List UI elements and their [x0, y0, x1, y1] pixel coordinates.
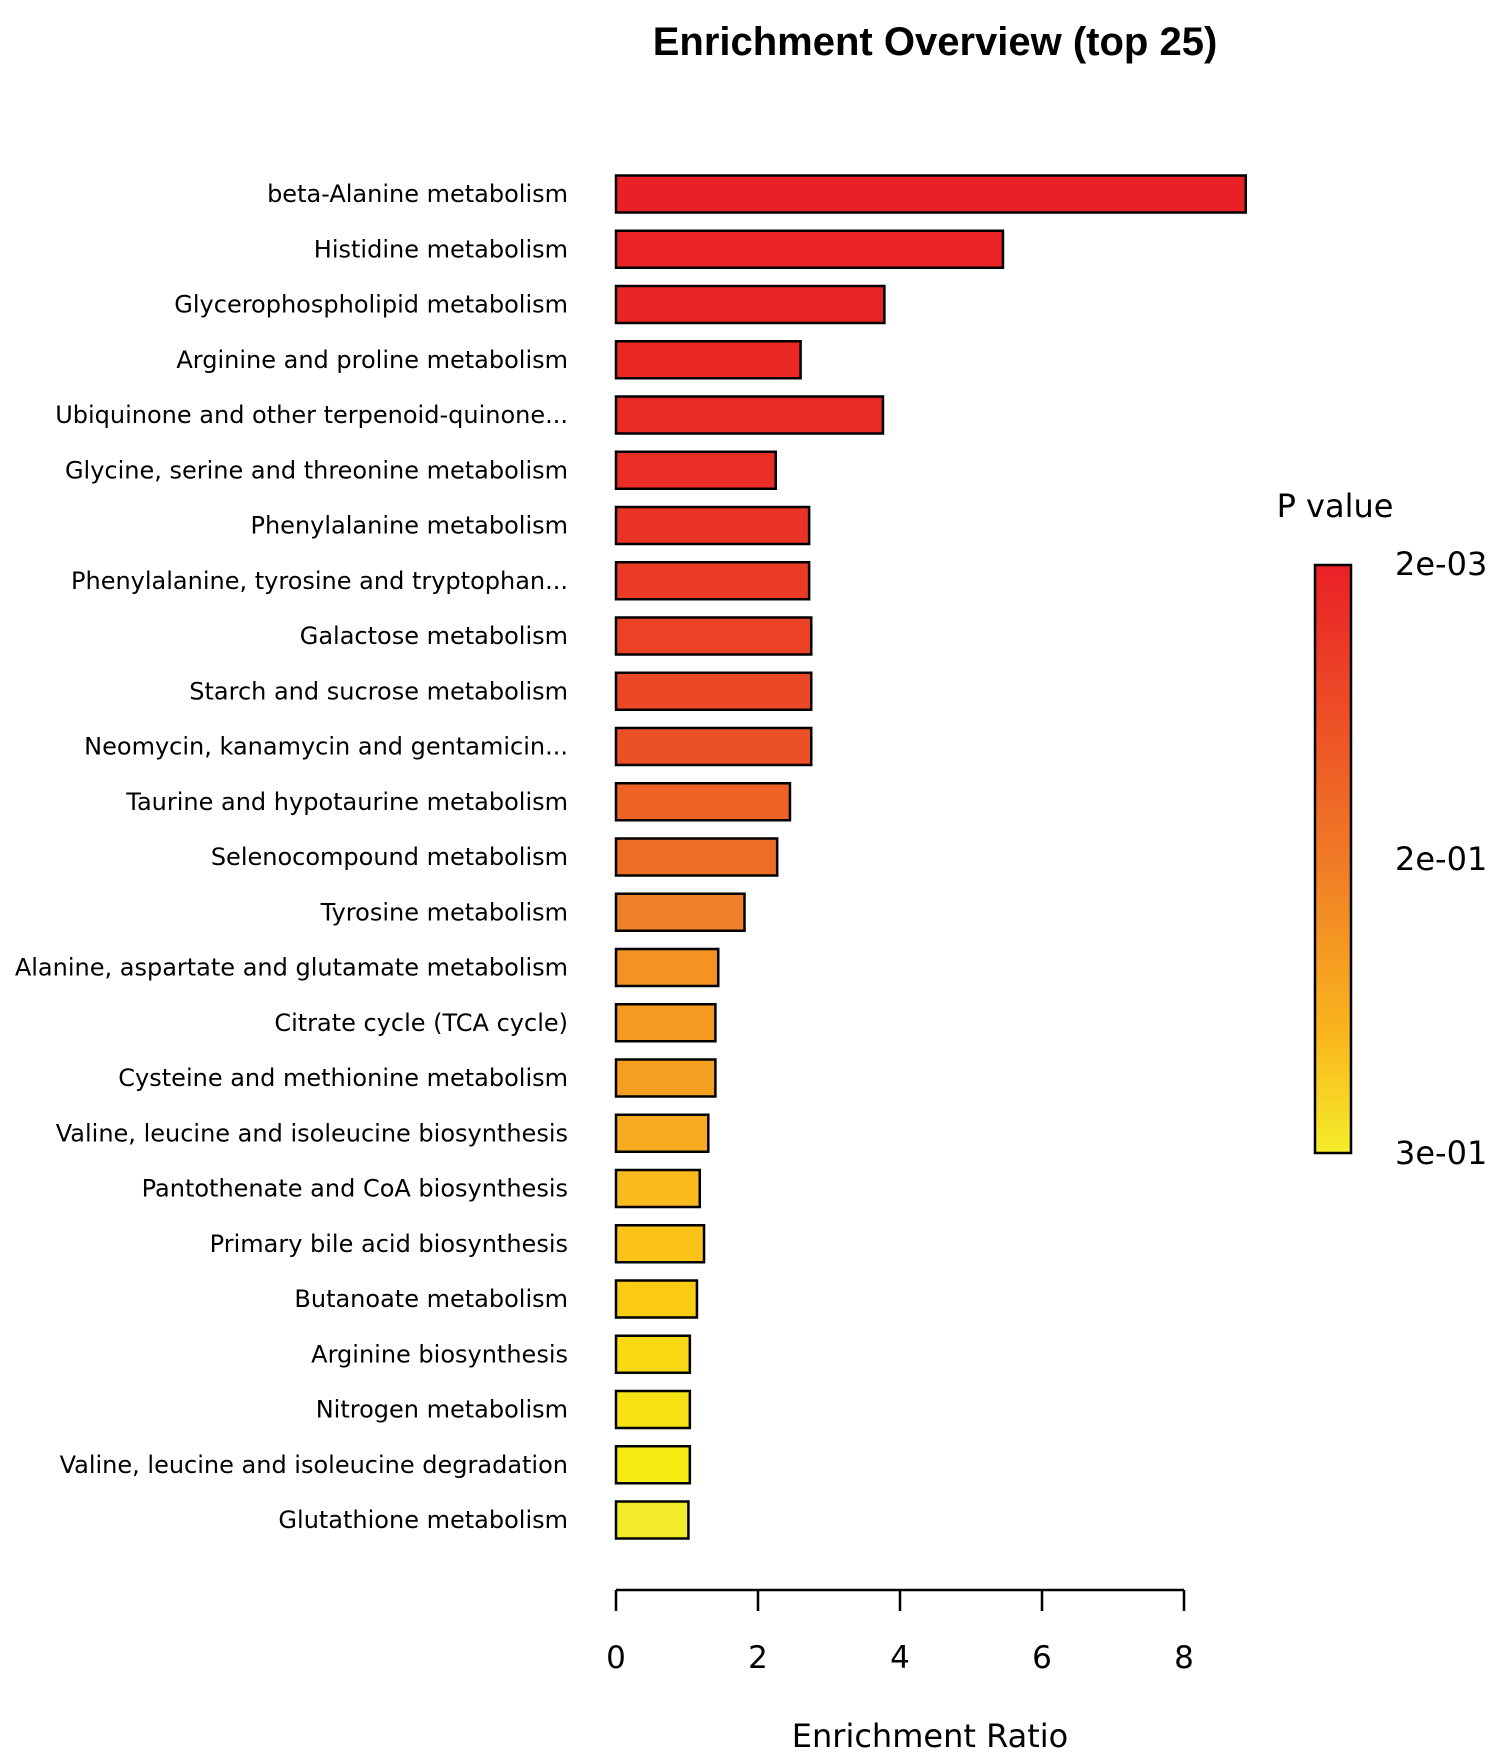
bar-4: [614, 340, 802, 380]
bar-5: [614, 395, 885, 435]
bar-22: [614, 1334, 692, 1374]
bar-15: [614, 947, 720, 988]
x-axis-title: Enrichment Ratio: [792, 1717, 1068, 1755]
p-value-legend: P value 2e-03 2e-01 3e-01: [1277, 487, 1488, 1172]
category-label-5: Ubiquinone and other terpenoid-quinone..…: [55, 401, 568, 429]
bar-14: [614, 892, 746, 932]
bar-1: [614, 174, 1248, 214]
x-axis: 0 2 4 6 8: [606, 1588, 1194, 1676]
category-label-13: Selenocompound metabolism: [211, 843, 568, 871]
bar-19: [614, 1168, 702, 1209]
category-label-18: Valine, leucine and isoleucine biosynthe…: [56, 1119, 568, 1147]
bar-3: [614, 284, 886, 325]
category-label-10: Starch and sucrose metabolism: [189, 677, 568, 705]
bar-17: [614, 1058, 717, 1098]
x-tick-label-6: 6: [1032, 1640, 1052, 1676]
category-label-25: Glutathione metabolism: [278, 1506, 568, 1534]
category-label-23: Nitrogen metabolism: [316, 1396, 568, 1424]
x-tick-label-0: 0: [606, 1640, 626, 1676]
chart-title: Enrichment Overview (top 25): [653, 20, 1218, 64]
bar-24: [614, 1445, 692, 1485]
x-tick-label-4: 4: [890, 1640, 910, 1676]
category-label-14: Tyrosine metabolism: [320, 898, 568, 926]
bar-8: [614, 561, 811, 601]
category-label-16: Citrate cycle (TCA cycle): [274, 1009, 568, 1037]
category-label-24: Valine, leucine and isoleucine degradati…: [60, 1451, 568, 1479]
bar-6: [614, 450, 777, 490]
bar-25: [614, 1500, 690, 1540]
bar-23: [614, 1389, 692, 1430]
bar-11: [614, 726, 813, 767]
bar-9: [614, 616, 813, 656]
bar-10: [614, 671, 813, 711]
bars-group: [614, 174, 1248, 1540]
legend-label-bottom: 3e-01: [1395, 1134, 1487, 1172]
bar-21: [614, 1279, 699, 1319]
category-label-22: Arginine biosynthesis: [311, 1340, 568, 1368]
category-label-1: beta-Alanine metabolism: [267, 180, 568, 208]
legend-label-middle: 2e-01: [1395, 840, 1487, 878]
category-label-19: Pantothenate and CoA biosynthesis: [142, 1175, 568, 1203]
category-label-8: Phenylalanine, tyrosine and tryptophan..…: [71, 567, 568, 595]
category-label-21: Butanoate metabolism: [294, 1285, 568, 1313]
x-tick-label-2: 2: [748, 1640, 768, 1676]
bar-2: [614, 229, 1005, 269]
category-label-6: Glycine, serine and threonine metabolism: [65, 456, 568, 484]
legend-color-bar: [1313, 563, 1353, 1155]
bar-20: [614, 1224, 706, 1264]
category-label-4: Arginine and proline metabolism: [176, 346, 568, 374]
category-label-7: Phenylalanine metabolism: [251, 512, 569, 540]
category-label-2: Histidine metabolism: [314, 235, 568, 263]
bar-12: [614, 782, 792, 822]
legend-label-top: 2e-03: [1395, 545, 1487, 583]
category-label-17: Cysteine and methionine metabolism: [118, 1064, 568, 1092]
bar-7: [614, 505, 811, 546]
category-label-11: Neomycin, kanamycin and gentamicin...: [84, 733, 568, 761]
bar-16: [614, 1003, 717, 1043]
category-label-3: Glycerophospholipid metabolism: [174, 291, 568, 319]
legend-title: P value: [1277, 487, 1394, 525]
category-label-9: Galactose metabolism: [300, 622, 568, 650]
bar-18: [614, 1113, 710, 1153]
category-label-12: Taurine and hypotaurine metabolism: [125, 788, 568, 816]
category-label-20: Primary bile acid biosynthesis: [210, 1230, 568, 1258]
category-label-15: Alanine, aspartate and glutamate metabol…: [15, 954, 568, 982]
category-labels-group: beta-Alanine metabolism Histidine metabol…: [15, 180, 568, 1534]
bar-13: [614, 837, 779, 877]
x-tick-label-8: 8: [1174, 1640, 1194, 1676]
